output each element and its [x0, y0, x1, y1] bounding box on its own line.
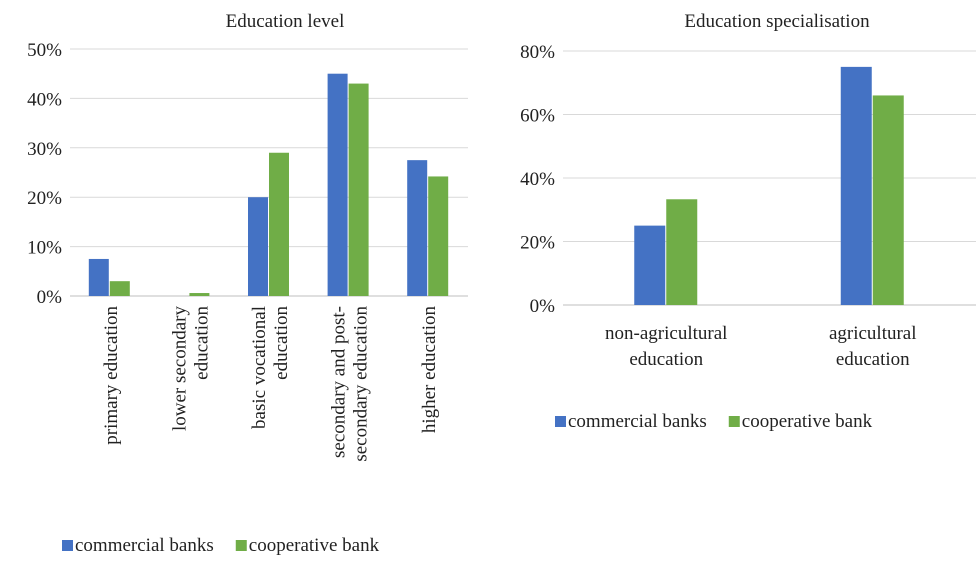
bar-commercial-banks: [840, 66, 872, 305]
y-tick-label: 80%: [520, 42, 555, 63]
bar-commercial-banks: [327, 73, 348, 296]
y-tick-label: 40%: [27, 89, 62, 110]
legend-swatch: [728, 416, 740, 427]
education-level-chart: Education level 0% 10% 20% 30% 40% 50% primary …: [27, 11, 468, 556]
y-tick-label: 50%: [27, 40, 62, 61]
y-tick-label: 20%: [520, 233, 555, 254]
y-tick-label: 10%: [27, 238, 62, 259]
category-label: education: [629, 349, 703, 370]
education-specialisation-chart: Education specialisation 0% 20% 40% 60% 80% no…: [520, 11, 976, 432]
category-label: higher education: [419, 306, 440, 434]
chart-title: Education specialisation: [684, 11, 870, 32]
bar-commercial-banks: [407, 160, 428, 296]
y-tick-label: 60%: [520, 106, 555, 127]
legend-label: cooperative bank: [742, 411, 873, 432]
legend-label: commercial banks: [75, 535, 214, 556]
y-tick-label: 0%: [37, 287, 63, 308]
bar-cooperative-bank: [872, 95, 904, 305]
category-label: education: [191, 306, 212, 380]
bar-cooperative-bank: [666, 199, 698, 305]
category-label: education: [836, 349, 910, 370]
legend-swatch: [62, 540, 73, 551]
bar-commercial-banks: [88, 258, 109, 296]
category-label: lower secondary: [169, 306, 190, 432]
legend-label: commercial banks: [568, 411, 707, 432]
bar-cooperative-bank: [269, 152, 289, 296]
chart-title: Education level: [226, 11, 345, 32]
category-label: agricultural: [829, 323, 917, 344]
legend-swatch: [555, 416, 566, 427]
legend-label: cooperative bank: [249, 535, 380, 556]
bar-cooperative-bank: [348, 83, 369, 296]
category-label: education: [271, 306, 292, 380]
y-tick-label: 30%: [27, 139, 62, 160]
y-tick-label: 0%: [530, 296, 556, 317]
category-label: non-agricultural: [605, 323, 727, 344]
bar-commercial-banks: [634, 225, 666, 305]
category-label: basic vocational: [249, 306, 270, 429]
y-tick-label: 20%: [27, 188, 62, 209]
bar-cooperative-bank: [189, 293, 210, 296]
category-label: primary education: [101, 306, 122, 445]
category-label: secondary and post-: [329, 306, 350, 458]
y-tick-label: 40%: [520, 169, 555, 190]
category-label: secondary education: [351, 306, 372, 462]
bar-cooperative-bank: [428, 176, 449, 296]
legend-swatch: [235, 540, 247, 551]
bar-cooperative-bank: [109, 281, 130, 296]
bar-commercial-banks: [248, 197, 268, 296]
